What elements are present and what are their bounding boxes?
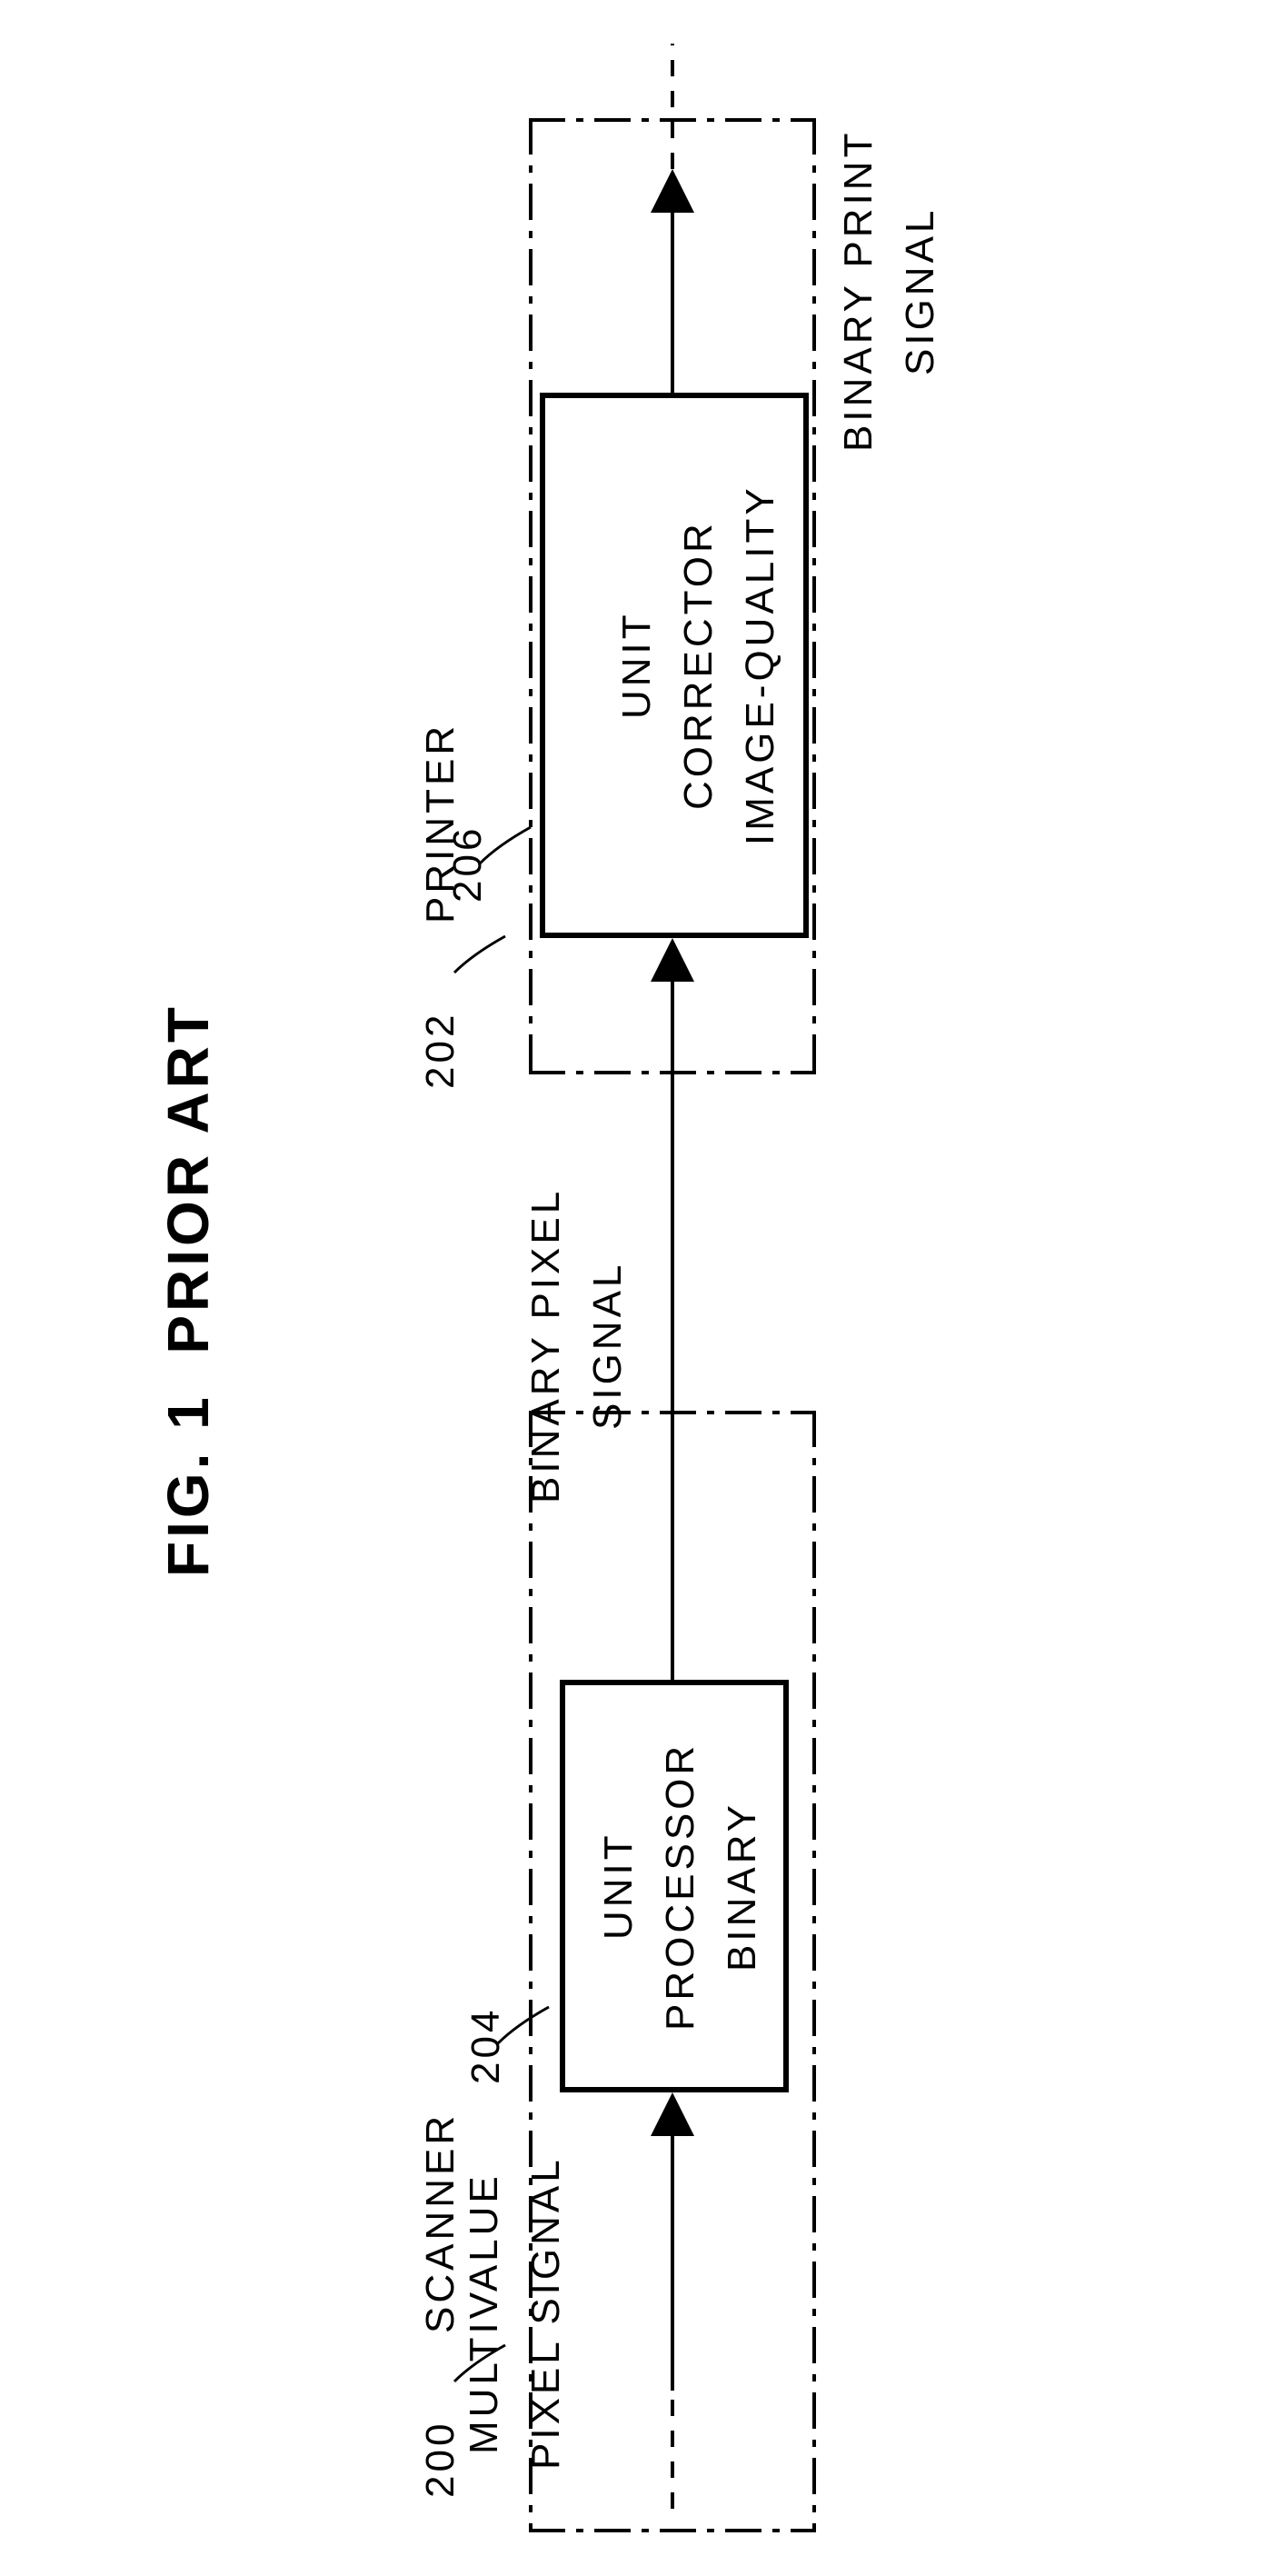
arrows-svg bbox=[0, 0, 1284, 2576]
binary-print-signal-line2: SIGNAL bbox=[898, 36, 943, 545]
diagram-canvas: FIG. 1 PRIOR ART BINARY PROCESSOR UNIT I… bbox=[0, 0, 1284, 2576]
multivalue-signal-line1: MULTIVALUE bbox=[462, 2100, 507, 2527]
scanner-ref: 200 bbox=[418, 2381, 463, 2536]
scanner-label: SCANNER bbox=[418, 2054, 463, 2391]
iqc-ref: 206 bbox=[445, 782, 491, 945]
multivalue-signal-line2: PIXEL SIGNAL bbox=[523, 2100, 569, 2527]
printer-ref: 202 bbox=[418, 973, 463, 1127]
binary-print-signal-line1: BINARY PRINT bbox=[836, 36, 881, 545]
binary-pixel-signal-line1: BINARY PIXEL bbox=[523, 1091, 569, 1600]
binary-pixel-signal-line2: SIGNAL bbox=[585, 1091, 631, 1600]
